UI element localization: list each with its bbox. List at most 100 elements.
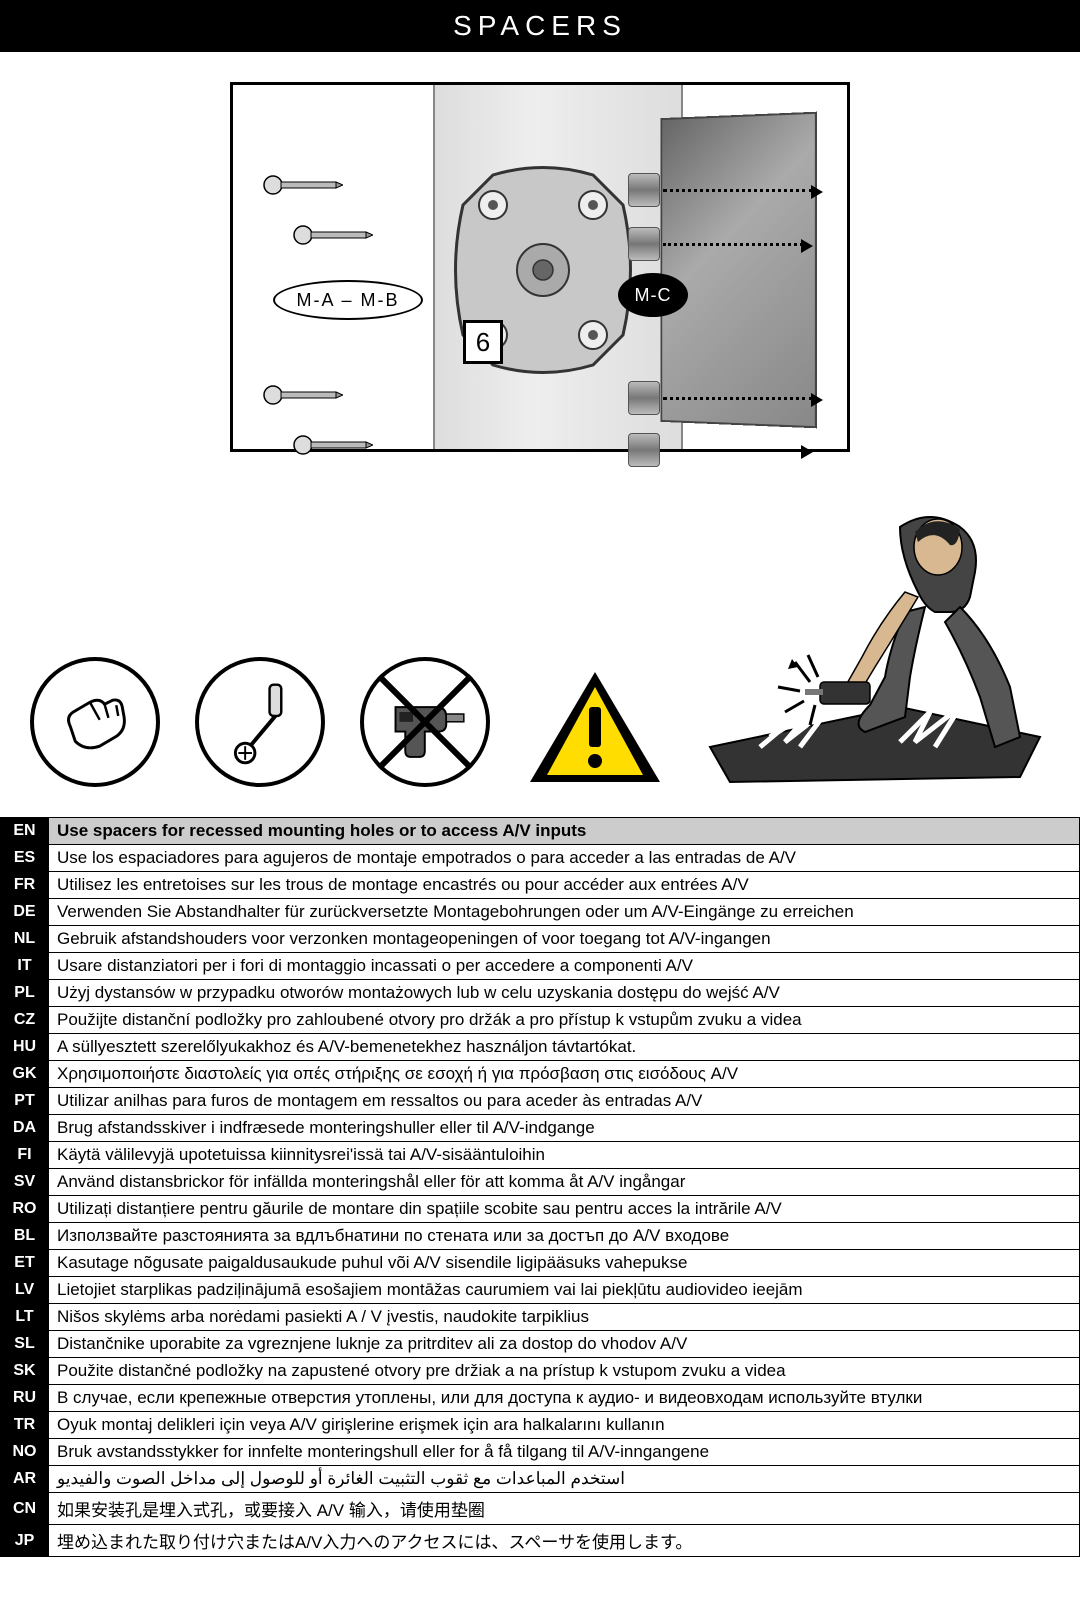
lang-text: Χρησιμοποιήστε διαστολείς για οπές στήρι… xyxy=(49,1061,1080,1088)
table-row: CZPoužijte distanční podložky pro zahlou… xyxy=(1,1007,1080,1034)
lang-text: 埋め込まれた取り付け穴またはA/V入力へのアクセスには、スペーサを使用します。 xyxy=(49,1525,1080,1557)
table-row: LVLietojiet starplikas padziļinājumā eso… xyxy=(1,1277,1080,1304)
lang-code: DE xyxy=(1,899,49,926)
table-row: SVAnvänd distansbrickor för infällda mon… xyxy=(1,1169,1080,1196)
no-power-drill-icon xyxy=(360,657,490,787)
lang-code: LV xyxy=(1,1277,49,1304)
table-row: CN如果安装孔是埋入式孔，或要接入 A/V 输入，请使用垫圈 xyxy=(1,1493,1080,1525)
table-row: SLDistančnike uporabite za vgreznjene lu… xyxy=(1,1331,1080,1358)
lang-text: استخدم المباعدات مع ثقوب التثبيت الغائرة… xyxy=(49,1466,1080,1493)
lang-text: Gebruik afstandshouders voor verzonken m… xyxy=(49,926,1080,953)
lang-text: Bruk avstandsstykker for innfelte monter… xyxy=(49,1439,1080,1466)
label-mab: M-A – M-B xyxy=(273,280,423,320)
arrow-icon xyxy=(663,449,803,452)
lang-text: Použite distančné podložky na zapustené … xyxy=(49,1358,1080,1385)
hand-tighten-icon xyxy=(30,657,160,787)
table-row: BLИзползвайте разстоянията за вдлъбнатин… xyxy=(1,1223,1080,1250)
screw-icon xyxy=(293,435,373,455)
lang-code: EN xyxy=(1,818,49,845)
lang-text: 如果安装孔是埋入式孔，或要接入 A/V 输入，请使用垫圈 xyxy=(49,1493,1080,1525)
label-mc: M-C xyxy=(618,273,688,317)
table-row: HUA süllyesztett szerelőlyukakhoz és A/V… xyxy=(1,1034,1080,1061)
table-row: JP埋め込まれた取り付け穴またはA/V入力へのアクセスには、スペーサを使用します… xyxy=(1,1525,1080,1557)
lang-code: ET xyxy=(1,1250,49,1277)
screw-icon xyxy=(263,175,343,195)
lang-code: IT xyxy=(1,953,49,980)
table-row: LTNišos skylėms arba norėdami pasiekti A… xyxy=(1,1304,1080,1331)
lang-code: CZ xyxy=(1,1007,49,1034)
lang-code: FR xyxy=(1,872,49,899)
screw-icon xyxy=(263,385,343,405)
arrow-icon xyxy=(663,189,813,192)
lang-text: Utilisez les entretoises sur les trous d… xyxy=(49,872,1080,899)
lang-text: Brug afstandsskiver i indfræsede monteri… xyxy=(49,1115,1080,1142)
table-row: NOBruk avstandsstykker for innfelte mont… xyxy=(1,1439,1080,1466)
table-row: ETKasutage nõgusate paigaldusaukude puhu… xyxy=(1,1250,1080,1277)
lang-text: Use los espaciadores para agujeros de mo… xyxy=(49,845,1080,872)
spacer-icon xyxy=(628,173,660,207)
lang-code: ES xyxy=(1,845,49,872)
lang-text: Utilizați distanțiere pentru găurile de … xyxy=(49,1196,1080,1223)
lang-text: Използвайте разстоянията за вдлъбнатини … xyxy=(49,1223,1080,1250)
screwdriver-icon xyxy=(195,657,325,787)
spacer-icon xyxy=(628,227,660,261)
table-row: FRUtilisez les entretoises sur les trous… xyxy=(1,872,1080,899)
lang-text: Oyuk montaj delikleri için veya A/V giri… xyxy=(49,1412,1080,1439)
lang-code: NL xyxy=(1,926,49,953)
arrow-icon xyxy=(663,243,803,246)
lang-code: TR xyxy=(1,1412,49,1439)
lang-code: FI xyxy=(1,1142,49,1169)
table-row: PLUżyj dystansów w przypadku otworów mon… xyxy=(1,980,1080,1007)
table-row: FIKäytä välilevyjä upotetuissa kiinnitys… xyxy=(1,1142,1080,1169)
table-row: SKPoužite distančné podložky na zapusten… xyxy=(1,1358,1080,1385)
table-row: DEVerwenden Sie Abstandhalter für zurück… xyxy=(1,899,1080,926)
table-row: ARاستخدم المباعدات مع ثقوب التثبيت الغائ… xyxy=(1,1466,1080,1493)
lang-code: AR xyxy=(1,1466,49,1493)
lang-text: Lietojiet starplikas padziļinājumā esoša… xyxy=(49,1277,1080,1304)
main-diagram: M-A – M-B M-C 6 xyxy=(230,82,850,452)
icons-row xyxy=(0,477,1080,817)
lang-code: JP xyxy=(1,1525,49,1557)
page-title: SPACERS xyxy=(0,0,1080,52)
lang-text: Verwenden Sie Abstandhalter für zurückve… xyxy=(49,899,1080,926)
cross-icon xyxy=(364,661,486,783)
lang-code: RO xyxy=(1,1196,49,1223)
table-row: DABrug afstandsskiver i indfræsede monte… xyxy=(1,1115,1080,1142)
table-row: ITUsare distanziatori per i fori di mont… xyxy=(1,953,1080,980)
lang-code: DA xyxy=(1,1115,49,1142)
diagram-area: M-A – M-B M-C 6 xyxy=(0,52,1080,477)
lang-text: Utilizar anilhas para furos de montagem … xyxy=(49,1088,1080,1115)
lang-code: CN xyxy=(1,1493,49,1525)
lang-code: RU xyxy=(1,1385,49,1412)
tv-back-plate xyxy=(660,112,817,429)
table-row: ESUse los espaciadores para agujeros de … xyxy=(1,845,1080,872)
lang-text: Käytä välilevyjä upotetuissa kiinnitysre… xyxy=(49,1142,1080,1169)
lang-text: Použijte distanční podložky pro zahloube… xyxy=(49,1007,1080,1034)
table-row: ENUse spacers for recessed mounting hole… xyxy=(1,818,1080,845)
lang-text: Use spacers for recessed mounting holes … xyxy=(49,818,1080,845)
lang-text: Użyj dystansów w przypadku otworów monta… xyxy=(49,980,1080,1007)
lang-text: Usare distanziatori per i fori di montag… xyxy=(49,953,1080,980)
lang-text: Distančnike uporabite za vgreznjene lukn… xyxy=(49,1331,1080,1358)
warning-icon xyxy=(525,667,665,787)
lang-text: Kasutage nõgusate paigaldusaukude puhul … xyxy=(49,1250,1080,1277)
lang-code: LT xyxy=(1,1304,49,1331)
table-row: PTUtilizar anilhas para furos de montage… xyxy=(1,1088,1080,1115)
lang-code: SV xyxy=(1,1169,49,1196)
screw-icon xyxy=(293,225,373,245)
lang-code: SK xyxy=(1,1358,49,1385)
lang-code: NO xyxy=(1,1439,49,1466)
lang-text: Använd distansbrickor för infällda monte… xyxy=(49,1169,1080,1196)
table-row: ROUtilizați distanțiere pentru găurile d… xyxy=(1,1196,1080,1223)
table-row: GKΧρησιμοποιήστε διαστολείς για οπές στή… xyxy=(1,1061,1080,1088)
spacer-icon xyxy=(628,433,660,467)
lang-code: HU xyxy=(1,1034,49,1061)
tv-damage-illustration xyxy=(700,487,1050,787)
table-row: TROyuk montaj delikleri için veya A/V gi… xyxy=(1,1412,1080,1439)
lang-text: A süllyesztett szerelőlyukakhoz és A/V-b… xyxy=(49,1034,1080,1061)
lang-code: BL xyxy=(1,1223,49,1250)
spacer-icon xyxy=(628,381,660,415)
lang-code: PL xyxy=(1,980,49,1007)
table-row: NLGebruik afstandshouders voor verzonken… xyxy=(1,926,1080,953)
arrow-icon xyxy=(663,397,813,400)
